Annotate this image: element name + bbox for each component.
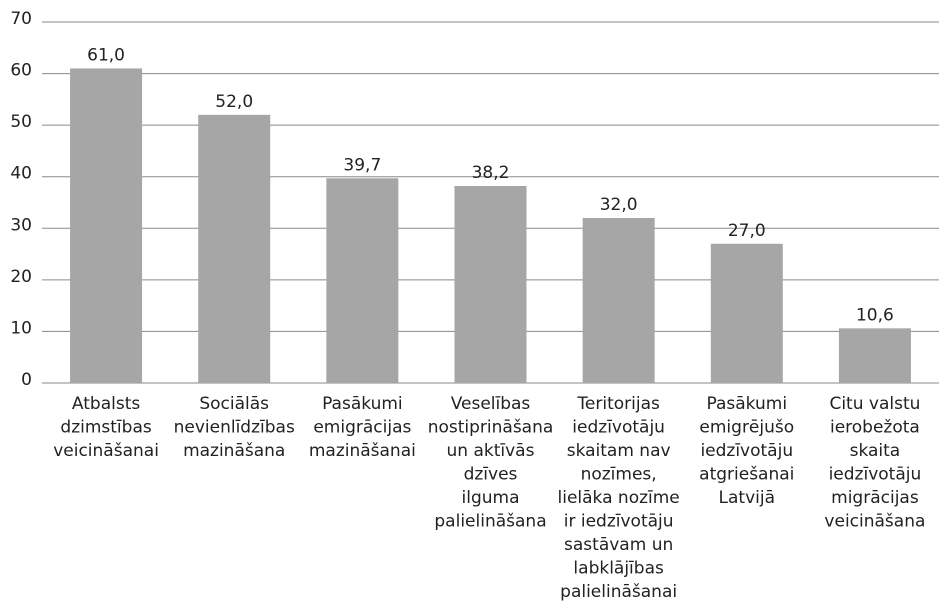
value-label: 27,0 bbox=[728, 221, 766, 241]
y-tick-label: 30 bbox=[10, 215, 32, 235]
x-tick-label: palielināšanai bbox=[560, 582, 677, 602]
value-label: 39,7 bbox=[343, 155, 381, 175]
x-tick-label: iedzīvotāju bbox=[572, 418, 665, 438]
x-tick-label: skaitam nav bbox=[567, 441, 671, 461]
x-tick-label: nozīmes, bbox=[581, 465, 657, 485]
y-tick-label: 20 bbox=[10, 267, 32, 287]
x-tick-label: ierobežota bbox=[830, 418, 920, 438]
y-tick-label: 70 bbox=[10, 9, 32, 29]
x-tick-label: Citu valstu bbox=[829, 394, 920, 414]
value-label: 10,6 bbox=[856, 305, 894, 325]
x-tick-label: veicināšana bbox=[824, 512, 925, 532]
x-tick-label: mazināšana bbox=[183, 441, 285, 461]
y-tick-label: 60 bbox=[10, 61, 32, 81]
x-tick-label: Teritorijas bbox=[576, 394, 660, 414]
x-tick-label: mazināšanai bbox=[309, 441, 416, 461]
x-tick-label: Latvijā bbox=[719, 488, 775, 508]
value-label: 38,2 bbox=[472, 163, 510, 183]
value-label: 32,0 bbox=[600, 195, 638, 215]
x-tick-label: nevienlīdzības bbox=[174, 418, 295, 438]
x-tick-label: emigrējušo bbox=[699, 418, 794, 438]
x-tick-label: migrācijas bbox=[831, 488, 919, 508]
bar bbox=[326, 178, 399, 383]
x-tick-label: ir iedzīvotāju bbox=[564, 512, 674, 532]
value-label: 61,0 bbox=[87, 45, 125, 65]
x-tick-label: Pasākumi bbox=[707, 394, 788, 414]
x-tick-label: skaita bbox=[850, 441, 901, 461]
x-tick-label: labklājības bbox=[573, 559, 664, 579]
bar bbox=[198, 114, 271, 383]
bar bbox=[710, 243, 783, 383]
x-tick-label: Atbalsts bbox=[72, 394, 140, 414]
x-tick-label: lielāka nozīme bbox=[558, 488, 680, 508]
x-tick-label: Sociālās bbox=[199, 394, 269, 414]
value-label: 52,0 bbox=[215, 92, 253, 112]
x-tick-label: dzīves bbox=[464, 465, 518, 485]
y-tick-label: 0 bbox=[21, 370, 32, 390]
x-tick-label: ilguma bbox=[462, 488, 520, 508]
y-tick-label: 10 bbox=[10, 318, 32, 338]
x-tick-label: iedzīvotāju bbox=[700, 441, 793, 461]
x-tick-label: emigrācijas bbox=[313, 418, 411, 438]
bar bbox=[582, 217, 655, 383]
x-tick-label: sastāvam un bbox=[564, 535, 673, 555]
x-tick-label: un aktīvās bbox=[447, 441, 535, 461]
x-tick-label: iedzīvotāju bbox=[829, 465, 922, 485]
bar bbox=[70, 68, 143, 384]
x-tick-label: veicināšanai bbox=[53, 441, 159, 461]
x-tick-label: Pasākumi bbox=[322, 394, 403, 414]
bar bbox=[838, 328, 911, 383]
x-tick-label: nostiprināšana bbox=[428, 418, 554, 438]
x-tick-label: palielināšana bbox=[434, 512, 546, 532]
y-tick-label: 50 bbox=[10, 112, 32, 132]
x-tick-label: atgriešanai bbox=[699, 465, 794, 485]
x-tick-label: Veselības bbox=[451, 394, 531, 414]
bar bbox=[454, 185, 527, 383]
y-tick-label: 40 bbox=[10, 164, 32, 184]
x-tick-label: dzimstības bbox=[60, 418, 151, 438]
